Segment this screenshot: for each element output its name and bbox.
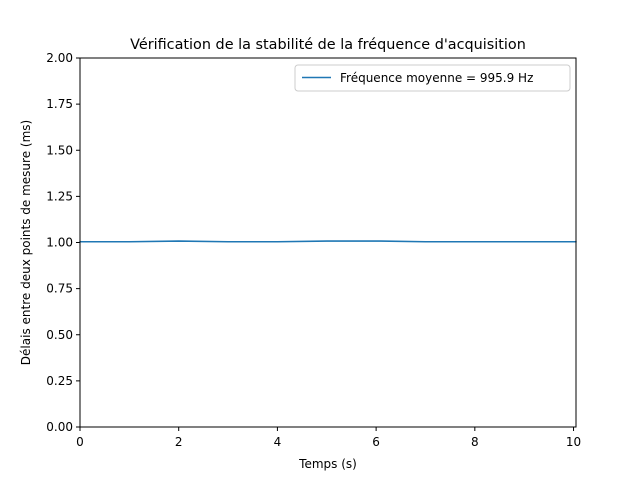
y-tick-label: 0.50 — [46, 328, 73, 342]
x-tick-label: 0 — [76, 435, 84, 449]
legend-box — [294, 64, 571, 92]
y-tick-label: 0.25 — [46, 374, 73, 388]
legend-label: Fréquence moyenne = 995.9 Hz — [340, 71, 533, 85]
x-tick-label: 6 — [372, 435, 380, 449]
series-layer — [79, 240, 577, 243]
y-tick-label: 0.00 — [46, 420, 73, 434]
y-tick-label: 0.75 — [46, 282, 73, 296]
y-ticks: 0.00 0.25 0.50 0.75 1.00 1.25 1.50 1.75 2.00 — [46, 51, 80, 434]
legend: Fréquence moyenne = 995.9 Hz — [294, 64, 571, 92]
x-ticks: 0 2 4 6 8 10 — [76, 427, 581, 449]
x-tick-label: 4 — [274, 435, 282, 449]
x-tick-label: 10 — [566, 435, 581, 449]
chart-title: Vérification de la stabilité de la fréqu… — [130, 37, 526, 53]
x-axis-label: Temps (s) — [298, 457, 357, 471]
y-tick-label: 1.25 — [46, 189, 73, 203]
x-tick-label: 8 — [471, 435, 479, 449]
series-line — [79, 240, 577, 243]
y-tick-label: 1.50 — [46, 143, 73, 157]
y-tick-label: 1.75 — [46, 97, 73, 111]
x-tick-label: 2 — [175, 435, 183, 449]
y-tick-label: 2.00 — [46, 51, 73, 65]
y-axis-label: Délais entre deux points de mesure (ms) — [19, 120, 33, 365]
y-tick-label: 1.00 — [46, 236, 73, 250]
plot-frame — [79, 57, 577, 428]
